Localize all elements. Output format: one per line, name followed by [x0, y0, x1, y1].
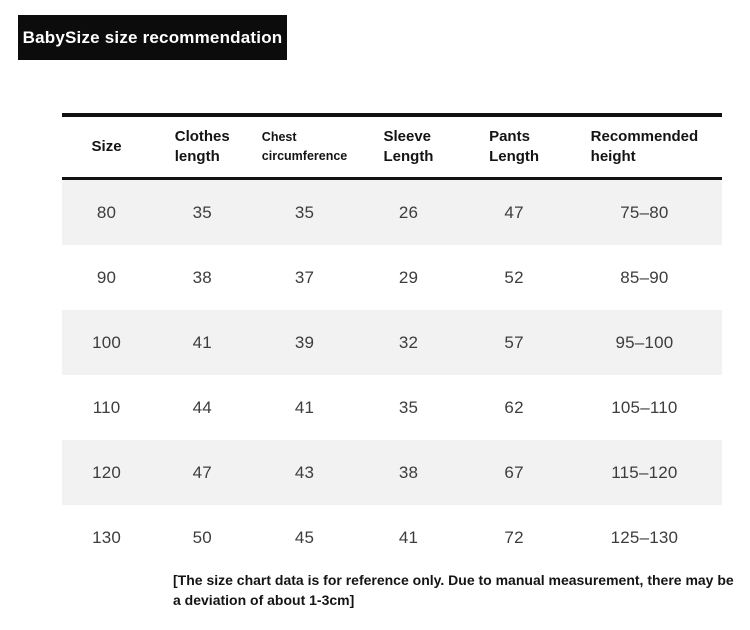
column-header-label: Size: [91, 137, 122, 155]
column-header-chest-circumference: Chest circumference: [253, 128, 355, 167]
cell-chest-circumference: 35: [294, 202, 315, 222]
cell-chest-circumference: 41: [294, 397, 315, 417]
cell-pants-length: 72: [504, 527, 524, 547]
cell-recommended-height: 105–110: [611, 397, 678, 417]
table-row: 110 44 41 35 62 105–110: [62, 375, 722, 440]
cell-sleeve-length: 29: [398, 267, 419, 287]
column-header-recommended-height: Recommended height: [567, 127, 722, 168]
cell-size: 80: [96, 202, 117, 222]
cell-clothes-length: 38: [192, 267, 212, 287]
cell-clothes-length: 47: [192, 462, 212, 482]
cell-size: 130: [92, 527, 122, 547]
table-row: 120 47 43 38 67 115–120: [62, 440, 722, 505]
column-header-sleeve-length: Sleeve Length: [356, 127, 462, 168]
column-header-label: circumference: [261, 149, 348, 163]
cell-chest-circumference: 45: [294, 527, 315, 547]
disclaimer-note: [The size chart data is for reference on…: [173, 572, 734, 609]
cell-recommended-height: 115–120: [611, 462, 678, 482]
column-header-label: height: [590, 148, 636, 165]
cell-sleeve-length: 38: [398, 462, 419, 482]
column-header-label: Pants: [489, 127, 530, 145]
cell-sleeve-length: 26: [398, 202, 419, 222]
cell-clothes-length: 41: [192, 332, 212, 352]
table-row: 100 41 39 32 57 95–100: [62, 310, 722, 375]
cell-pants-length: 67: [504, 462, 524, 482]
table-row: 90 38 37 29 52 85–90: [62, 245, 722, 310]
cell-size: 120: [92, 462, 122, 482]
table-header-row: Size Clothes length Chest circumference …: [62, 117, 722, 180]
cell-clothes-length: 35: [192, 202, 212, 222]
title-banner: BabySize size recommendation: [18, 15, 287, 60]
table-row: 80 35 35 26 47 75–80: [62, 180, 722, 245]
cell-sleeve-length: 35: [398, 397, 419, 417]
column-header-label: Chest: [261, 129, 297, 144]
table-body: 80 35 35 26 47 75–80 90 38 37 29 52 85–9…: [62, 180, 722, 570]
column-header-label: Sleeve: [383, 127, 432, 145]
cell-size: 110: [92, 397, 121, 417]
cell-clothes-length: 44: [192, 397, 212, 417]
cell-chest-circumference: 43: [294, 462, 315, 482]
cell-pants-length: 47: [504, 202, 524, 222]
column-header-label: Clothes: [174, 127, 230, 145]
cell-size: 100: [92, 332, 122, 352]
cell-chest-circumference: 39: [294, 332, 315, 352]
cell-size: 90: [96, 267, 117, 287]
cell-recommended-height: 75–80: [620, 202, 669, 222]
cell-pants-length: 52: [504, 267, 524, 287]
cell-recommended-height: 95–100: [615, 332, 674, 352]
cell-clothes-length: 50: [192, 527, 212, 547]
cell-chest-circumference: 37: [294, 267, 315, 287]
column-header-label: Length: [383, 148, 434, 165]
table-row: 130 50 45 41 72 125–130: [62, 505, 722, 570]
size-table: Size Clothes length Chest circumference …: [62, 113, 722, 570]
column-header-size: Size: [62, 137, 151, 157]
column-header-label: length: [174, 148, 220, 165]
cell-sleeve-length: 41: [398, 527, 419, 547]
page-title: BabySize size recommendation: [22, 27, 283, 47]
column-header-clothes-length: Clothes length: [151, 127, 253, 168]
column-header-label: Recommended: [590, 127, 699, 145]
column-header-label: Length: [489, 148, 540, 165]
cell-pants-length: 62: [504, 397, 524, 417]
cell-recommended-height: 85–90: [620, 267, 669, 287]
cell-pants-length: 57: [504, 332, 524, 352]
cell-sleeve-length: 32: [398, 332, 419, 352]
cell-recommended-height: 125–130: [610, 527, 679, 547]
column-header-pants-length: Pants Length: [461, 127, 567, 168]
